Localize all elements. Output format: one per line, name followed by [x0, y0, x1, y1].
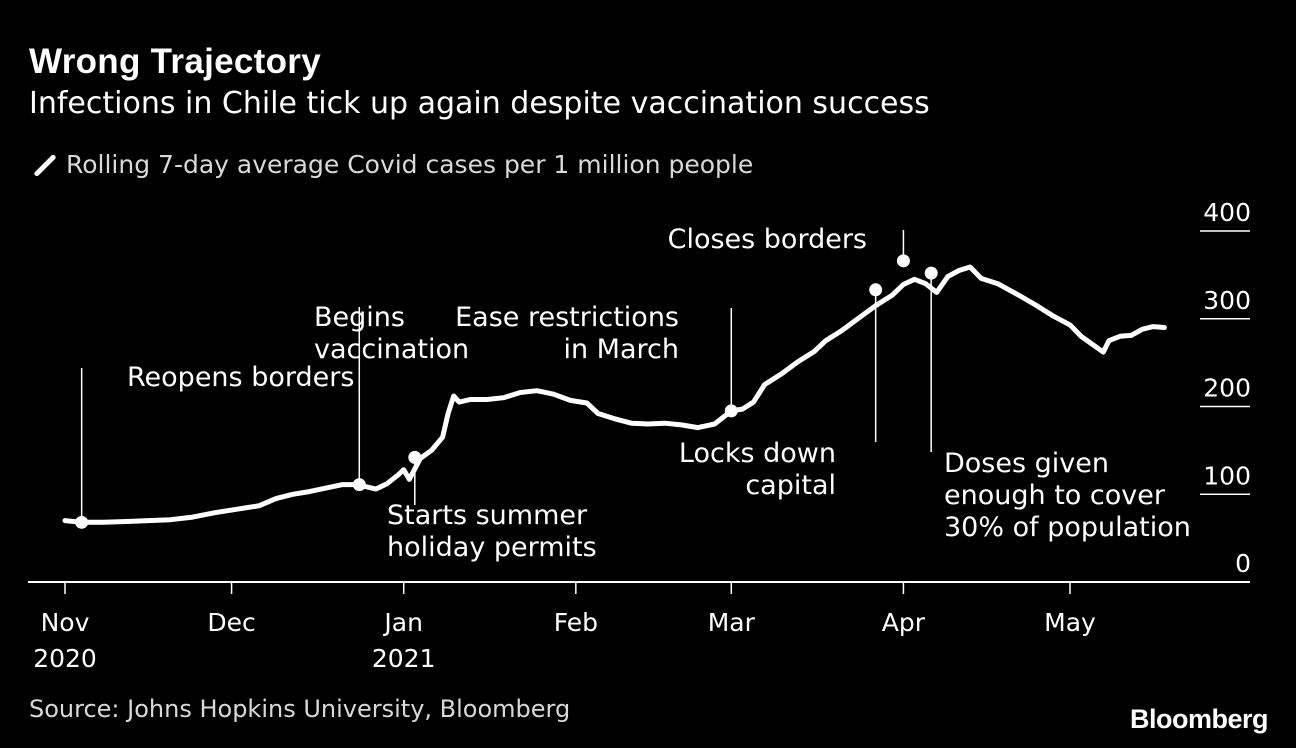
y-tick-label: 400: [1203, 198, 1251, 227]
annotation-marker: [924, 266, 938, 280]
x-tick-label: Dec: [207, 608, 255, 637]
chart-title: Wrong Trajectory: [29, 42, 321, 81]
bloomberg-logo: Bloomberg: [1129, 704, 1269, 734]
x-tick-label: Nov: [41, 608, 90, 637]
annotation-marker: [408, 450, 422, 464]
x-tick-label: Mar: [708, 608, 756, 637]
y-tick-label: 300: [1203, 286, 1251, 315]
x-tick-label: May: [1044, 608, 1096, 637]
x-tick-year-label: 2020: [33, 644, 97, 673]
source-note: Source: Johns Hopkins University, Bloomb…: [29, 695, 571, 723]
x-tick-label: Feb: [554, 608, 598, 637]
legend-label: Rolling 7-day average Covid cases per 1 …: [66, 150, 754, 179]
annotation-label: Locks down capital: [679, 438, 836, 501]
y-tick-label: 200: [1203, 374, 1251, 403]
x-tick-label: Jan: [382, 608, 423, 637]
y-tick-label: 100: [1203, 461, 1251, 490]
series-line: [62, 264, 1167, 525]
annotation-marker: [352, 478, 366, 492]
annotation-label: Reopens borders: [127, 362, 354, 393]
annotation-label: Starts summer holiday permits: [387, 500, 597, 563]
annotation-label: Doses given enough to cover 30% of populat…: [944, 448, 1191, 543]
annotation-label: Closes borders: [668, 224, 867, 255]
annotation-marker: [724, 404, 738, 418]
x-tick-label: Apr: [882, 608, 926, 637]
annotation-marker: [896, 254, 910, 268]
y-tick-label: 0: [1235, 549, 1251, 578]
legend: Rolling 7-day average Covid cases per 1 …: [30, 150, 753, 179]
annotation-marker: [75, 515, 89, 529]
chart-subtitle: Infections in Chile tick up again despit…: [29, 86, 930, 121]
x-tick-year-label: 2021: [372, 644, 436, 673]
annotation-label: Begins vaccination: [314, 302, 469, 365]
annotation-marker: [869, 283, 883, 297]
annotation-label: Ease restrictions in March: [455, 302, 679, 365]
